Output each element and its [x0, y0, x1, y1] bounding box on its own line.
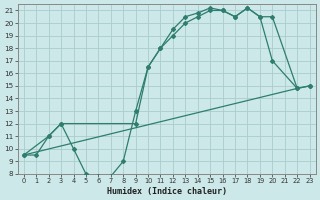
- X-axis label: Humidex (Indice chaleur): Humidex (Indice chaleur): [107, 187, 227, 196]
